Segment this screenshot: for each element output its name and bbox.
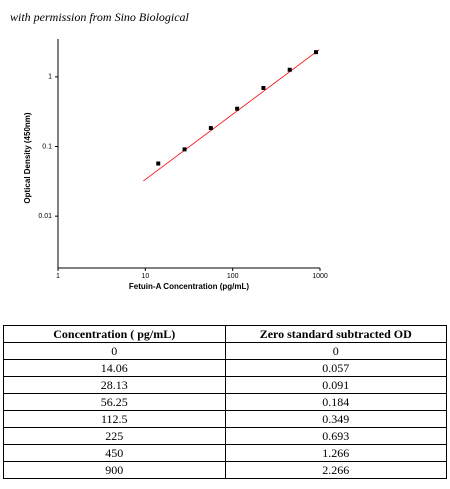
column-header: Concentration ( pg/mL) <box>3 325 226 343</box>
x-tick-label: 1 <box>56 273 60 280</box>
table-cell: 0 <box>224 342 447 360</box>
chart: with permission from Sino Biological Fet… <box>10 10 328 291</box>
x-tick-label: 1000 <box>312 273 328 280</box>
table-cell: 225 <box>3 427 226 445</box>
table-row: 225 0.693 <box>3 427 447 445</box>
x-axis-title: Fetuin-A Concentration (pg/mL) <box>129 282 249 291</box>
table-cell: 1.266 <box>224 444 447 462</box>
table-cell: 2.266 <box>224 461 447 479</box>
table-cell: 0.349 <box>224 410 447 428</box>
column-header: Zero standard subtracted OD <box>224 325 447 343</box>
table-row: 450 1.266 <box>3 444 447 462</box>
table-cell: 0.057 <box>224 359 447 377</box>
data-point <box>156 161 161 166</box>
y-tick-label: 0.1 <box>42 143 52 150</box>
table-header: Concentration ( pg/mL) Zero standard subt… <box>3 325 447 343</box>
table-cell: 0.693 <box>224 427 447 445</box>
y-tick-label: 0.01 <box>38 213 52 220</box>
table-cell: 900 <box>3 461 226 479</box>
table-row: 28.13 0.091 <box>3 376 447 394</box>
table-cell: 28.13 <box>3 376 226 394</box>
table-row: 56.25 0.184 <box>3 393 447 411</box>
x-tick-label: 10 <box>141 273 149 280</box>
table-row: 14.06 0.057 <box>3 359 447 377</box>
y-axis-title: Optical Density (450nm) <box>23 112 32 203</box>
data-point <box>287 67 292 72</box>
table-cell: 450 <box>3 444 226 462</box>
table-cell: 0.091 <box>224 376 447 394</box>
table-row: 900 2.266 <box>3 461 447 479</box>
table-cell: 14.06 <box>3 359 226 377</box>
table-cell: 112.5 <box>3 410 226 428</box>
fit-line <box>143 49 320 182</box>
table-cell: 0 <box>3 342 226 360</box>
data-table: Concentration ( pg/mL) Zero standard subt… <box>3 325 447 479</box>
data-point <box>208 126 213 131</box>
data-point <box>235 106 240 111</box>
y-tick-label: 1 <box>48 74 52 81</box>
permission-note: with permission from Sino Biological <box>10 10 190 24</box>
table-cell: 0.184 <box>224 393 447 411</box>
x-tick-label: 100 <box>227 273 239 280</box>
data-point <box>314 50 319 55</box>
data-point <box>182 147 187 152</box>
table-row: 112.5 0.349 <box>3 410 447 428</box>
table-body: 0 0 14.06 0.057 28.13 0.091 56.25 0.184 112.5 0.3… <box>3 342 447 479</box>
table-cell: 56.25 <box>3 393 226 411</box>
data-point <box>261 85 266 90</box>
